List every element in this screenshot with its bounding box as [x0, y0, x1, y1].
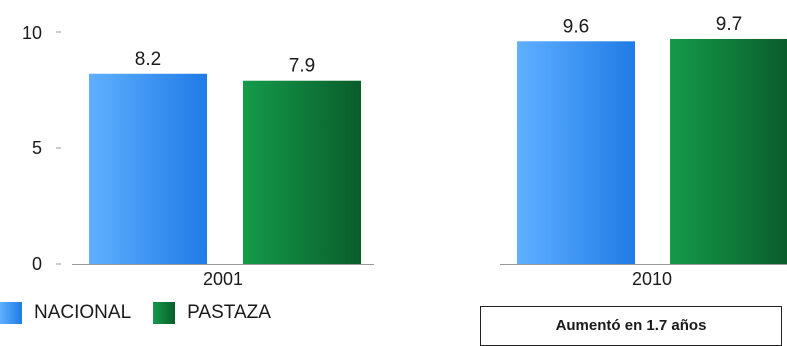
y-tick-label: 10: [22, 23, 42, 43]
legend-swatch-nacional: [0, 302, 22, 324]
bar-nacional-2001: [89, 73, 207, 264]
legend-item-pastaza: PASTAZA: [153, 302, 271, 324]
value-label-pastaza-2010: 9.7: [716, 14, 742, 35]
value-label-nacional-2010: 9.6: [563, 16, 589, 37]
value-label-pastaza-2001: 7.9: [289, 56, 315, 77]
legend-item-nacional: NACIONAL: [0, 302, 131, 324]
category-group-2001: 8.2 7.9 2001: [72, 49, 374, 289]
y-tick-label: 0: [32, 254, 42, 274]
bar-pastaza-2001: [243, 80, 361, 264]
y-tick-label: 5: [32, 138, 42, 158]
bar-chart: 0 5 10 8.2 7.9 2001 9.6 9.7 2010: [22, 14, 787, 289]
bar-pastaza-2010: [670, 38, 787, 265]
value-label-nacional-2001: 8.2: [135, 49, 161, 70]
category-label-2010: 2010: [632, 269, 672, 289]
legend: NACIONAL PASTAZA: [0, 300, 293, 326]
legend-swatch-pastaza: [153, 302, 176, 324]
annotation-box: Aumentó en 1.7 años: [480, 306, 782, 346]
y-axis: 0 5 10: [22, 23, 61, 274]
legend-label-nacional: NACIONAL: [34, 302, 132, 323]
category-label-2001: 2001: [203, 269, 243, 289]
legend-label-pastaza: PASTAZA: [187, 302, 271, 323]
category-group-2010: 9.6 9.7 2010: [500, 14, 787, 289]
bar-nacional-2010: [517, 41, 635, 264]
